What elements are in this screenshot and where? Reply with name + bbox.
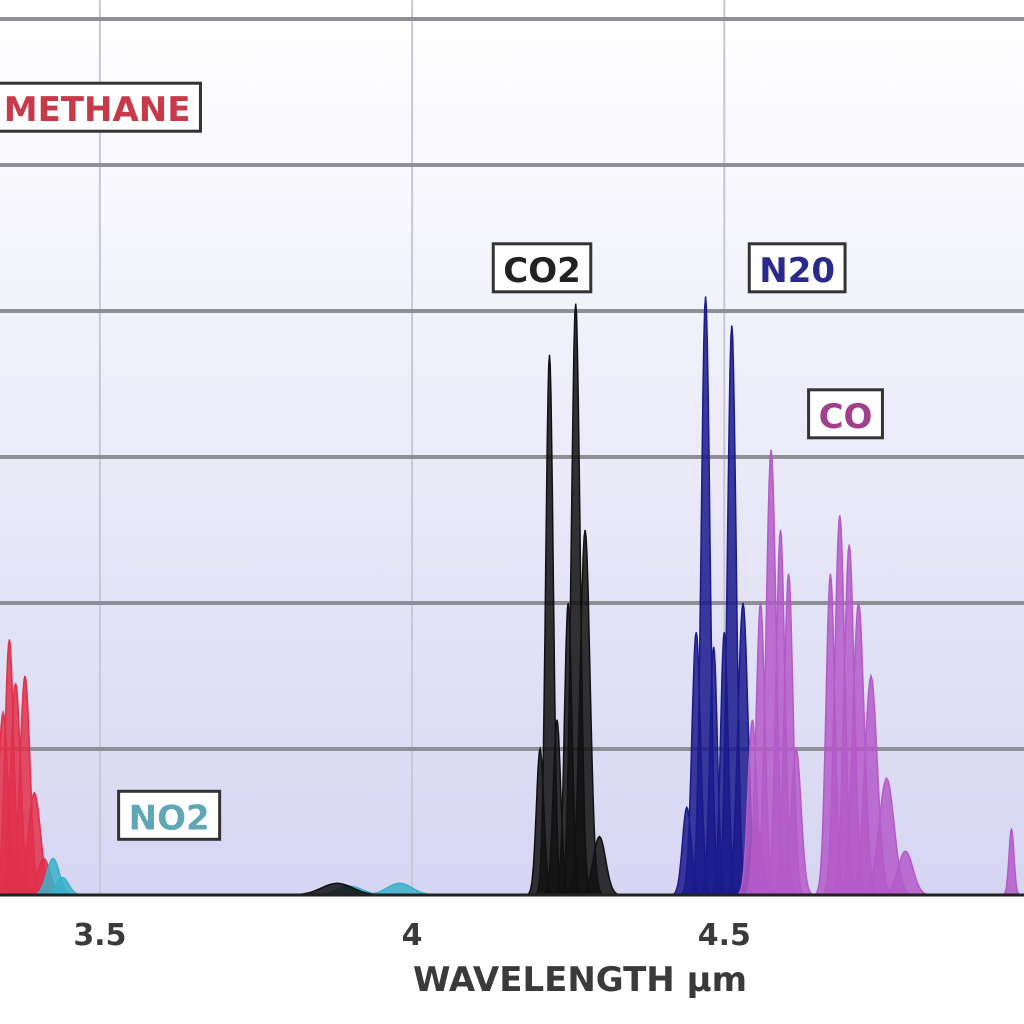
gas-label-text: CO (819, 397, 873, 437)
spectral-peak (776, 746, 817, 896)
gas-label-no2: NO2 (117, 789, 222, 841)
x-tick-label: 4 (402, 918, 423, 953)
gas-label-n2o: N20 (747, 242, 847, 294)
gas-label-methane: METHANE (0, 81, 202, 133)
gas-label-box (117, 789, 222, 841)
series-co2 (274, 303, 625, 896)
gas-label-co: CO (807, 388, 884, 440)
gas-label-box (807, 388, 884, 440)
x-axis-title: WAVELENGTH µm (413, 960, 747, 1000)
series-methane (0, 639, 69, 896)
series-co (734, 449, 1022, 896)
x-tick-label: 3.5 (73, 918, 126, 953)
gas-label-text: CO2 (503, 251, 581, 291)
gas-label-co2: CO2 (491, 242, 593, 294)
gas-label-text: METHANE (4, 90, 191, 130)
series-layer (0, 296, 1022, 896)
gas-label-box (0, 81, 202, 133)
gas-label-text: NO2 (129, 798, 210, 838)
gas-label-box (747, 242, 847, 294)
gas-label-box (491, 242, 593, 294)
horizontal-gridlines (0, 17, 1024, 751)
gas-labels: METHANE CO2 N20 NO2 CO (0, 81, 884, 841)
x-tick-labels: 3.5 4 4.5 (73, 918, 751, 953)
x-tick-label: 4.5 (698, 918, 751, 953)
gas-label-text: N20 (759, 251, 835, 291)
